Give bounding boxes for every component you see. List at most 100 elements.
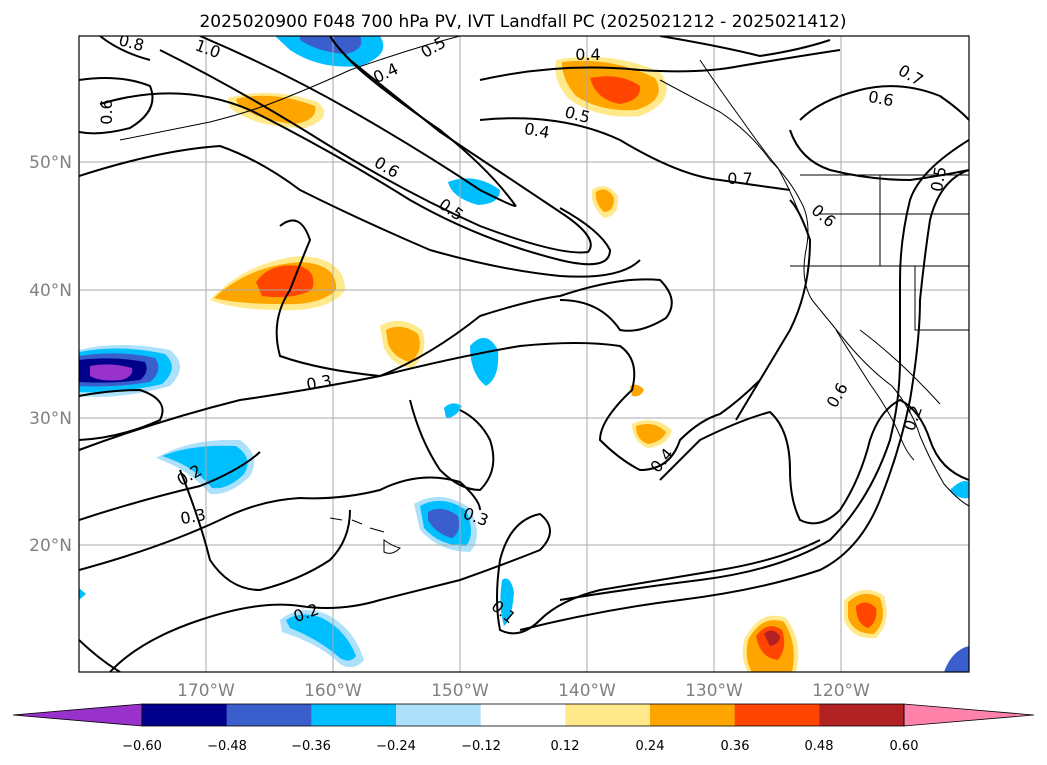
- colorbar-tick-labels: −0.60 −0.48 −0.36 −0.24 −0.12 0.12 0.24 …: [122, 739, 918, 754]
- lon-label-140w: 140°W: [558, 681, 616, 701]
- colorbar-tick-label: −0.36: [291, 739, 331, 754]
- shading-pos-28n-core: [636, 424, 666, 444]
- coast-alaska: [119, 36, 969, 507]
- shading-layer: [79, 36, 969, 672]
- map-frame: [78, 35, 970, 673]
- contour-west-loop: [79, 388, 164, 441]
- contour-0.4-upper: [479, 49, 841, 81]
- colorbar-swatch: [650, 704, 736, 726]
- contour-0.5-upper: [479, 117, 791, 191]
- colorbar-swatch: [396, 704, 482, 726]
- lat-labels: 50°N 40°N 30°N 20°N: [29, 153, 72, 556]
- lon-label-160w: 160°W: [304, 681, 362, 701]
- map-panel: 0.8 1.0 0.6 0.5 0.4 0.4 0.4 0.5 0.7 0.6 …: [78, 30, 970, 673]
- shading-neg-48n: [448, 178, 500, 205]
- coast-baja: [835, 329, 915, 461]
- contour-0.6-nw: [79, 77, 154, 135]
- shading-neg-35n: [470, 337, 499, 386]
- shading-neg-15n: [500, 578, 514, 626]
- pv-contours: [79, 36, 969, 672]
- contour-jet-2: [159, 36, 592, 254]
- lat-label-30n: 30°N: [29, 409, 72, 429]
- coast-bc: [699, 59, 799, 211]
- shading-neg-w-edge: [79, 588, 86, 600]
- colorbar-tick-label: −0.24: [376, 739, 416, 754]
- contour-label: 0.4: [575, 45, 600, 64]
- colorbar-swatch: [480, 704, 566, 726]
- colorbar-tick-label: 0.24: [636, 739, 665, 754]
- lon-label-120w: 120°W: [812, 681, 870, 701]
- contour-0.5-se: [735, 199, 812, 421]
- contour-label: 0.5: [927, 165, 950, 193]
- colorbar-swatch: [565, 704, 651, 726]
- lon-label-130w: 130°W: [685, 681, 743, 701]
- shading-pos-15n-core2: [856, 602, 877, 628]
- shading-neg-west-min: [90, 364, 133, 381]
- lon-label-170w: 170°W: [177, 681, 235, 701]
- contour-0.5-left: [79, 144, 641, 278]
- colorbar-swatch: [819, 704, 905, 726]
- contour-label: 0.3: [179, 505, 207, 528]
- shading-pos-40n-core: [256, 265, 314, 298]
- shading-pos-goa-core: [590, 76, 641, 104]
- colorbar-tick-label: 0.48: [805, 739, 834, 754]
- contour-0.6-ne: [789, 129, 969, 182]
- contour-0.7-nw: [99, 36, 151, 61]
- shading-neg-se2: [944, 646, 969, 672]
- lat-label-50n: 50°N: [29, 153, 72, 173]
- colorbar-swatch: [142, 704, 228, 726]
- shading-neg-26n-core: [162, 445, 248, 489]
- colorbar-tick-label: 0.12: [551, 739, 580, 754]
- contour-0.6-east: [519, 169, 969, 631]
- contour-0.4-east: [659, 398, 969, 525]
- contour-0.3-mid: [275, 219, 673, 378]
- shading-pos-47n-core: [595, 189, 614, 212]
- contour-0.2-bottom: [109, 512, 821, 672]
- contour-0.4-ne: [659, 36, 831, 58]
- colorbar: −0.60 −0.48 −0.36 −0.24 −0.12 0.12 0.24 …: [12, 703, 1035, 754]
- colorbar-swatches: [12, 703, 1035, 727]
- border-states: [790, 175, 969, 405]
- contour-hawaii-loop: [409, 399, 495, 492]
- contour-jet-1: [199, 36, 517, 207]
- islands-hawaii: [329, 517, 401, 554]
- colorbar-tick-label: 0.36: [721, 739, 750, 754]
- shading-neg-se1: [950, 481, 969, 499]
- shading-neg-21n-core: [428, 508, 460, 538]
- contour-label: 0.4: [523, 119, 551, 142]
- colorbar-extend-max: [903, 703, 1035, 727]
- shading-pos-36n-core: [386, 326, 420, 362]
- colorbar-frame: [141, 703, 905, 727]
- colorbar-swatch: [226, 704, 312, 726]
- colorbar-tick-label: 0.60: [890, 739, 919, 754]
- colorbar-tick-label: −0.48: [207, 739, 247, 754]
- shading-pos-13n-core: [764, 630, 780, 646]
- shading-neg-12n-core: [286, 614, 356, 661]
- contour-jet-3: [99, 92, 612, 266]
- contour-label: 0.7: [727, 169, 752, 188]
- colorbar-tick-label: −0.60: [122, 739, 162, 754]
- lon-label-150w: 150°W: [431, 681, 489, 701]
- contour-0.3-long: [79, 342, 761, 472]
- contour-label: 0.6: [97, 99, 116, 124]
- colorbar-tick-label: −0.12: [461, 739, 501, 754]
- lon-labels: 170°W 160°W 150°W 140°W 130°W 120°W: [177, 681, 870, 701]
- shading-neg-29n: [444, 403, 462, 418]
- contour-sw-bottom: [79, 639, 121, 672]
- contour-label: 0.3: [305, 371, 333, 394]
- contour-0.7-ne: [799, 85, 969, 121]
- contour-0.2-west: [179, 469, 351, 592]
- contour-0.5-east: [559, 139, 969, 601]
- colorbar-extend-min: [12, 703, 143, 727]
- map-background: [79, 36, 969, 672]
- lat-label-40n: 40°N: [29, 281, 72, 301]
- contour-label: 0.8: [117, 30, 147, 55]
- colorbar-swatch: [311, 704, 397, 726]
- lat-label-20n: 20°N: [29, 536, 72, 556]
- figure-title: 2025020900 F048 700 hPa PV, IVT Landfall…: [199, 12, 846, 32]
- contour-0.2-lower: [79, 451, 481, 571]
- shading-pos-alaska-core: [236, 95, 316, 124]
- colorbar-swatch: [734, 704, 820, 726]
- shading-neg-nw-core: [300, 36, 362, 54]
